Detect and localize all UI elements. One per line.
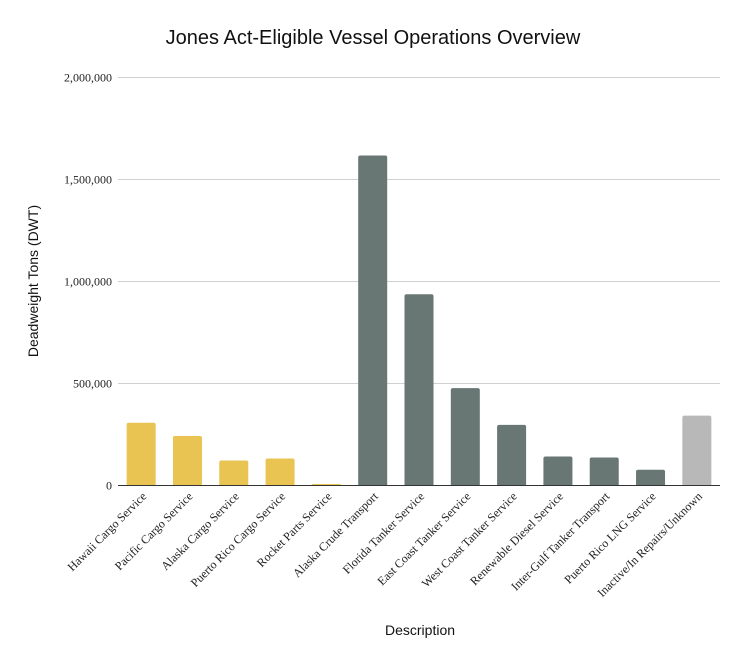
x-category-label: East Coast Tanker Service bbox=[375, 489, 474, 588]
bar bbox=[497, 424, 527, 485]
y-tick-label: 0 bbox=[106, 479, 112, 493]
bar bbox=[404, 294, 434, 485]
bar bbox=[543, 456, 573, 485]
bars bbox=[126, 155, 712, 486]
y-axis-title: Deadweight Tons (DWT) bbox=[25, 205, 41, 357]
x-category-label: Hawaii Cargo Service bbox=[65, 489, 150, 574]
x-category-label: Alaska Cargo Service bbox=[158, 489, 242, 573]
bar bbox=[126, 422, 156, 485]
bar bbox=[450, 388, 480, 485]
x-category-label: Alaska Crude Transport bbox=[290, 489, 381, 580]
bar bbox=[358, 155, 388, 486]
y-axis-ticks: 0 500,000 1,000,000 1,500,000 2,000,000 bbox=[64, 71, 112, 493]
x-category-label: Pacific Cargo Service bbox=[112, 489, 196, 573]
y-tick-label: 1,500,000 bbox=[64, 173, 112, 187]
bar bbox=[172, 436, 202, 485]
x-axis-title: Description bbox=[385, 622, 455, 638]
bar bbox=[589, 457, 619, 485]
x-category-label: Florida Tanker Service bbox=[340, 489, 427, 576]
bar bbox=[219, 460, 249, 485]
y-tick-label: 2,000,000 bbox=[64, 71, 112, 85]
y-tick-label: 500,000 bbox=[73, 377, 112, 391]
bar bbox=[265, 458, 295, 485]
bar bbox=[311, 483, 341, 485]
bar bbox=[636, 469, 666, 485]
chart-title: Jones Act-Eligible Vessel Operations Ove… bbox=[166, 27, 581, 49]
bar bbox=[682, 415, 712, 485]
x-category-label: Puerto Rico LNG Service bbox=[561, 489, 658, 586]
x-category-label: Renewable Diesel Service bbox=[467, 489, 566, 588]
y-tick-label: 1,000,000 bbox=[64, 275, 112, 289]
